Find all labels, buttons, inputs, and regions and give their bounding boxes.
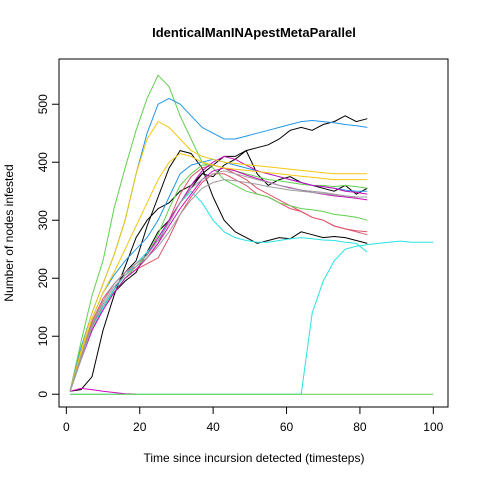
- series-line-7: [69, 164, 368, 392]
- y-tick-label-500: 500: [36, 94, 50, 114]
- x-tick-label-100: 100: [423, 420, 443, 434]
- series-line-16: [69, 152, 368, 392]
- y-tick-label-200: 200: [36, 268, 50, 288]
- series-line-15: [69, 120, 368, 392]
- series-line-18: [69, 179, 368, 392]
- x-tick-label-0: 0: [63, 420, 70, 434]
- x-tick-label-80: 80: [353, 420, 367, 434]
- series-line-10: [69, 190, 368, 392]
- chart-title: IdenticalManINApestMetaParallel: [152, 25, 356, 40]
- series-line-11: [70, 240, 434, 395]
- x-tick-label-40: 40: [206, 420, 220, 434]
- plot-box: [58, 58, 449, 408]
- series-line-1: [69, 115, 368, 392]
- x-axis: 0 20 40 60 80 100: [63, 406, 444, 434]
- y-tick-label-300: 300: [36, 210, 50, 230]
- y-axis-label: Number of nodes infested: [2, 164, 16, 301]
- series-line-4: [69, 164, 368, 392]
- series-layer: [69, 74, 434, 395]
- x-tick-label-20: 20: [133, 420, 147, 434]
- series-line-17: [69, 170, 368, 392]
- series-line-8: [69, 97, 368, 392]
- y-tick-label-0: 0: [36, 391, 50, 398]
- x-axis-label: Time since incursion detected (timesteps…: [144, 451, 365, 465]
- series-line-6: [69, 74, 368, 392]
- y-tick-label-100: 100: [36, 326, 50, 346]
- series-line-13: [69, 167, 368, 392]
- x-tick-label-60: 60: [280, 420, 294, 434]
- y-tick-label-400: 400: [36, 152, 50, 172]
- y-axis: 0 100 200 300 400 500: [36, 94, 60, 398]
